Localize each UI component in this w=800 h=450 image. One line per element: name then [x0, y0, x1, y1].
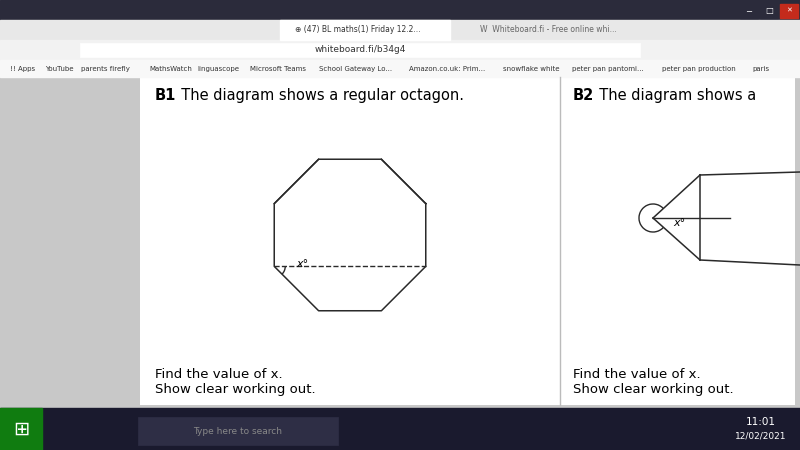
Bar [0, 40, 800, 60]
Text: W  Whiteboard.fi - Free online whi...: W Whiteboard.fi - Free online whi... [480, 26, 617, 35]
Text: x°: x° [673, 218, 686, 228]
Text: The diagram shows a: The diagram shows a [590, 88, 756, 103]
Text: x°: x° [296, 259, 308, 269]
Bar [0, 60, 800, 77]
Text: Show clear working out.: Show clear working out. [155, 383, 316, 396]
Text: □: □ [765, 6, 773, 15]
Bar [0, 0, 800, 20]
Text: Type here to search: Type here to search [194, 427, 282, 436]
Bar [780, 4, 798, 18]
Text: whiteboard.fi/b34g4: whiteboard.fi/b34g4 [314, 45, 406, 54]
Text: ⊕ (47) BL maths(1) Friday 12.2...: ⊕ (47) BL maths(1) Friday 12.2... [295, 26, 421, 35]
Text: ✕: ✕ [786, 8, 792, 14]
Bar [740, 4, 758, 18]
Bar [140, 77, 795, 405]
Text: snowflake white: snowflake white [503, 66, 560, 72]
Text: paris: paris [752, 66, 770, 72]
Text: 12/02/2021: 12/02/2021 [735, 432, 786, 441]
Text: parents firefly: parents firefly [81, 66, 130, 72]
Text: Find the value of x.: Find the value of x. [573, 368, 701, 381]
Text: Show clear working out.: Show clear working out. [573, 383, 734, 396]
Text: Amazon.co.uk: Prim...: Amazon.co.uk: Prim... [409, 66, 486, 72]
Text: ⊞: ⊞ [13, 419, 29, 438]
Text: B1: B1 [155, 88, 176, 103]
Bar [0, 408, 800, 450]
Text: peter pan production: peter pan production [662, 66, 736, 72]
Text: Microsoft Teams: Microsoft Teams [250, 66, 306, 72]
Text: ─: ─ [746, 6, 751, 15]
Text: peter pan pantomi...: peter pan pantomi... [572, 66, 644, 72]
Text: School Gateway Lo...: School Gateway Lo... [319, 66, 392, 72]
Text: linguascope: linguascope [198, 66, 240, 72]
Bar [138, 417, 338, 445]
Text: Find the value of x.: Find the value of x. [155, 368, 282, 381]
Bar [0, 20, 800, 40]
Bar [0, 408, 42, 450]
Text: B2: B2 [573, 88, 594, 103]
Text: YouTube: YouTube [46, 66, 74, 72]
Bar [280, 20, 450, 40]
Text: 11:01: 11:01 [746, 417, 776, 427]
Text: MathsWatch: MathsWatch [150, 66, 193, 72]
Text: The diagram shows a regular octagon.: The diagram shows a regular octagon. [172, 88, 464, 103]
Text: !! Apps: !! Apps [10, 66, 35, 72]
Bar [80, 43, 640, 57]
Bar [140, 77, 795, 405]
Bar [760, 4, 778, 18]
